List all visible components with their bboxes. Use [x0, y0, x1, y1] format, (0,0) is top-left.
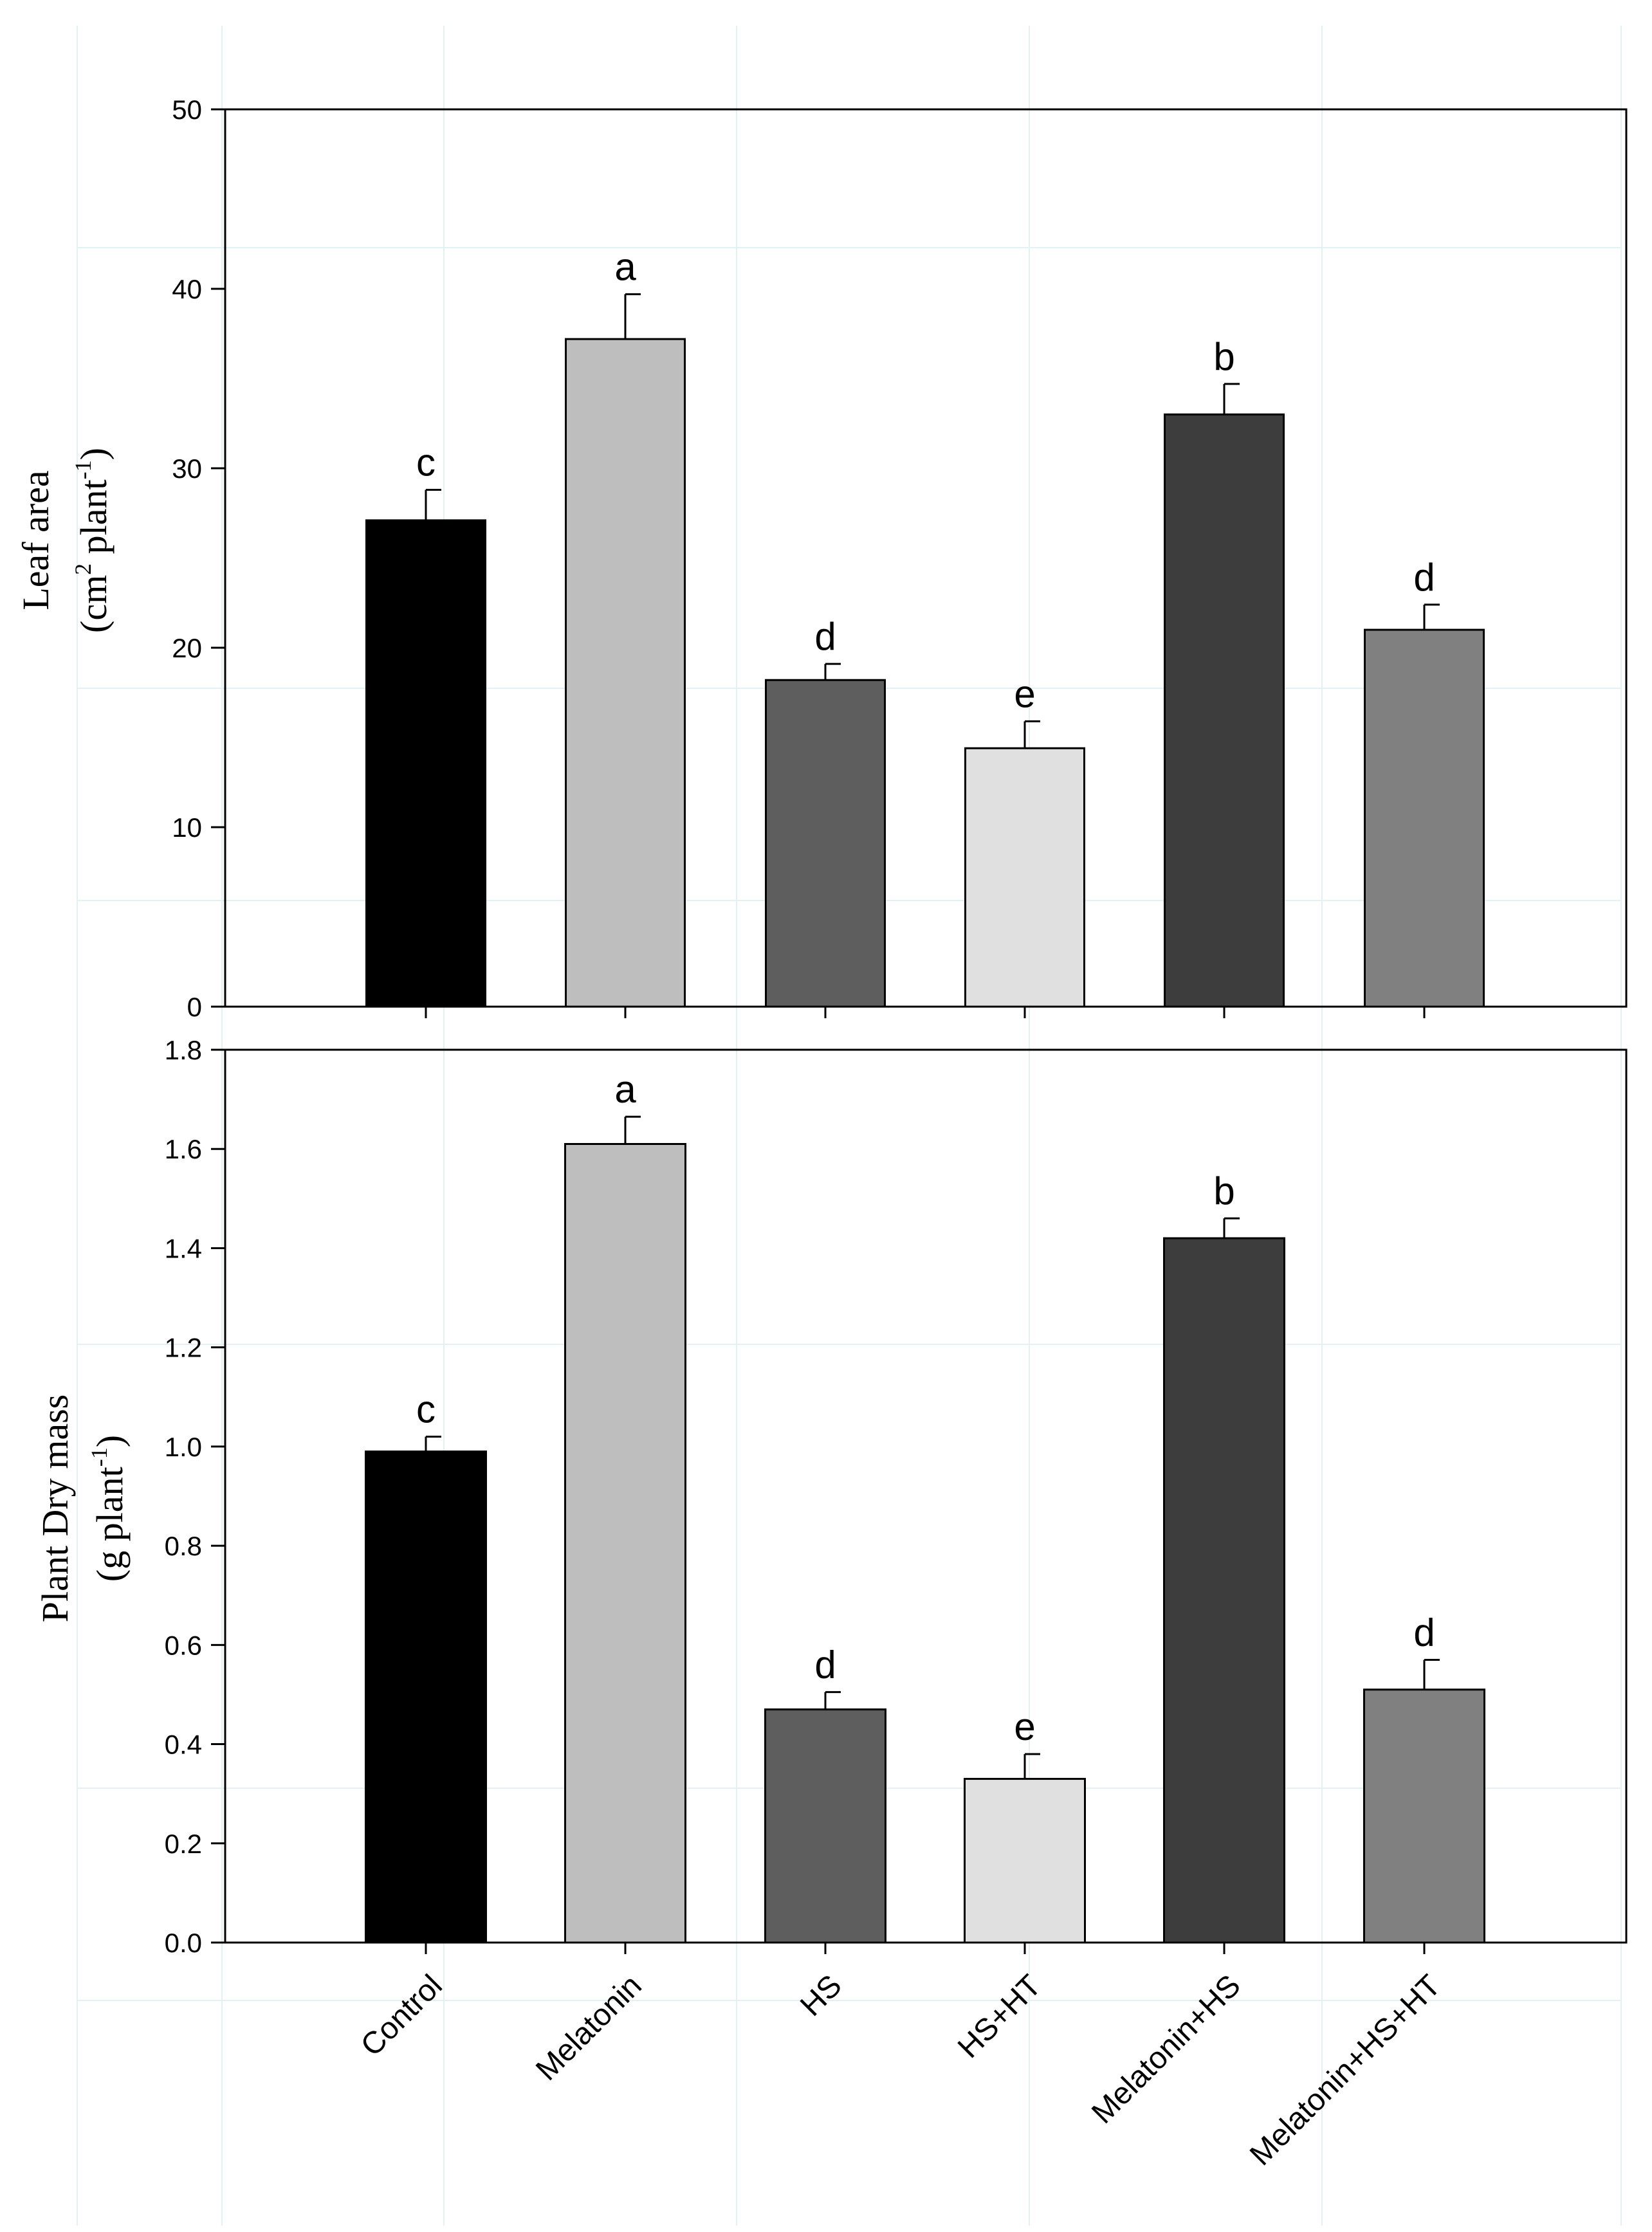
plant-dry-mass-x-ticks	[425, 1943, 1426, 1954]
y-tick-label: 50	[172, 95, 202, 125]
bar-hs	[765, 679, 886, 1008]
bar-melatonin-hs	[1164, 413, 1285, 1008]
leaf-area-y-label-line2: (cm2 plant-1)	[70, 448, 115, 633]
plant-dry-mass-y-label-line1: Plant Dry mass	[34, 1395, 76, 1622]
significance-letter: b	[1213, 1169, 1234, 1212]
leaf-area-y-label-line1: Leaf area	[15, 470, 57, 610]
significance-letter: a	[614, 1068, 636, 1111]
significance-letter: c	[416, 1387, 436, 1431]
leaf-area-error-bars	[425, 293, 1440, 749]
y-tick-label: 1.2	[165, 1333, 202, 1363]
bar-melatonin	[565, 338, 686, 1008]
bar-melatonin-hs	[1163, 1237, 1285, 1944]
y-tick-label: 0.4	[165, 1730, 202, 1760]
bar-hs-ht	[964, 1778, 1086, 1944]
y-tick-label: 10	[172, 812, 202, 843]
y-tick-label: 0.2	[165, 1829, 202, 1859]
plant-dry-mass-bars	[365, 1143, 1485, 1944]
significance-letter: d	[814, 615, 836, 658]
plant-dry-mass-y-label-line2: (g plant-1)	[86, 1435, 131, 1582]
significance-letter: d	[1413, 556, 1435, 599]
y-tick-label: 40	[172, 274, 202, 304]
significance-letter: a	[614, 245, 636, 288]
y-tick-label: 1.8	[165, 1035, 202, 1065]
leaf-area-y-axis: 0 10 20 30 40 50	[172, 95, 225, 1022]
y-tick-label: 0	[187, 992, 202, 1022]
y-tick-label: 30	[172, 453, 202, 484]
bar-hs	[764, 1708, 886, 1944]
bar-control	[365, 1450, 487, 1944]
plant-dry-mass-plot-frame	[224, 1048, 1628, 1944]
bar-control	[365, 519, 486, 1008]
plant-dry-mass-y-axis: 0.0 0.2 0.4 0.6 0.8 1.0 1.2 1.4 1.6 1.8	[165, 1035, 225, 1958]
leaf-area-plot-frame	[224, 108, 1628, 1008]
bar-melatonin-hs-ht	[1364, 628, 1485, 1008]
y-tick-label: 0.8	[165, 1531, 202, 1561]
y-tick-label: 0.6	[165, 1630, 202, 1660]
leaf-area-significance-letters: c a d e b d	[416, 245, 1435, 715]
significance-letter: d	[814, 1643, 836, 1687]
significance-letter: c	[416, 441, 436, 484]
y-tick-label: 1.6	[165, 1134, 202, 1164]
plant-dry-mass-significance-letters: c a d e b d	[416, 1068, 1435, 1748]
plant-dry-mass-error-bars	[425, 1115, 1440, 1779]
y-tick-label: 20	[172, 633, 202, 663]
y-tick-label: 1.0	[165, 1432, 202, 1462]
bar-melatonin	[564, 1143, 686, 1944]
leaf-area-x-ticks	[425, 1007, 1426, 1018]
significance-letter: e	[1014, 1705, 1035, 1748]
significance-letter: d	[1413, 1611, 1435, 1654]
significance-letter: b	[1213, 335, 1234, 378]
bar-hs-ht	[964, 747, 1085, 1008]
significance-letter: e	[1014, 672, 1035, 715]
bar-melatonin-hs-ht	[1363, 1688, 1485, 1944]
leaf-area-bars	[365, 338, 1485, 1008]
leaf-area-panel: c a d e b d 0 10 20 30 40 50 Leaf area (cm2 plant-…	[15, 95, 1628, 1022]
y-tick-label: 0.0	[165, 1928, 202, 1958]
y-tick-label: 1.4	[165, 1233, 202, 1263]
